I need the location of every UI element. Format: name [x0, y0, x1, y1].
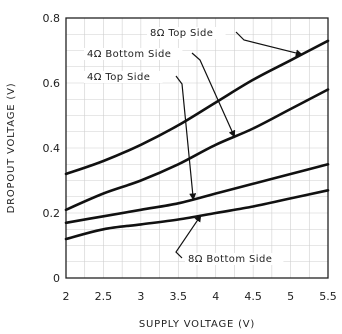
series-line-2 — [64, 88, 330, 212]
annotation-label-bg — [84, 48, 183, 60]
annotation-label: 8Ω Top Side — [150, 28, 213, 39]
x-tick-label: 5.5 — [319, 290, 337, 303]
x-tick-label: 3.5 — [170, 290, 188, 303]
x-tick-label: 5 — [287, 290, 294, 303]
plot-frame — [65, 17, 329, 279]
series-line-1 — [64, 39, 330, 176]
annotation-leader-arrow — [175, 214, 202, 259]
annotation-leader-arrow — [235, 31, 303, 57]
annotation-label-bg — [185, 253, 284, 265]
x-tick-label: 2 — [63, 290, 70, 303]
annotation-label: 4Ω Bottom Side — [87, 49, 171, 60]
y-tick-label: 0.4 — [43, 142, 61, 155]
annotation-layer: 8Ω Top Side 4Ω Bottom Side 4Ω Top Side 8Ω B… — [84, 27, 303, 265]
annotation-leader-arrow — [175, 75, 197, 201]
x-tick-label: 3 — [137, 290, 144, 303]
y-tick-labels: 0 0.2 0.4 0.6 0.8 — [43, 12, 61, 285]
annotation-label-bg — [84, 71, 163, 83]
x-tick-label: 4.5 — [244, 290, 262, 303]
series-layer — [64, 39, 330, 241]
y-tick-label: 0 — [53, 272, 60, 285]
y-tick-label: 0.8 — [43, 12, 61, 25]
annotation-leader-arrow — [191, 52, 236, 138]
series-line-3 — [64, 163, 330, 225]
y-tick-label: 0.2 — [43, 207, 61, 220]
annotation-label-bg — [147, 27, 226, 39]
y-tick-label: 0.6 — [43, 77, 61, 90]
y-axis-title: DROPOUT VOLTAGE (V) — [6, 83, 17, 214]
x-tick-label: 2.5 — [95, 290, 113, 303]
annotation-label: 8Ω Bottom Side — [188, 254, 272, 265]
annotation-label: 4Ω Top Side — [87, 72, 150, 83]
grid — [66, 18, 328, 278]
x-tick-label: 4 — [212, 290, 219, 303]
x-tick-labels: 2 2.5 3 3.5 4 4.5 5 5.5 — [63, 290, 337, 303]
x-axis-title: SUPPLY VOLTAGE (V) — [139, 319, 255, 330]
